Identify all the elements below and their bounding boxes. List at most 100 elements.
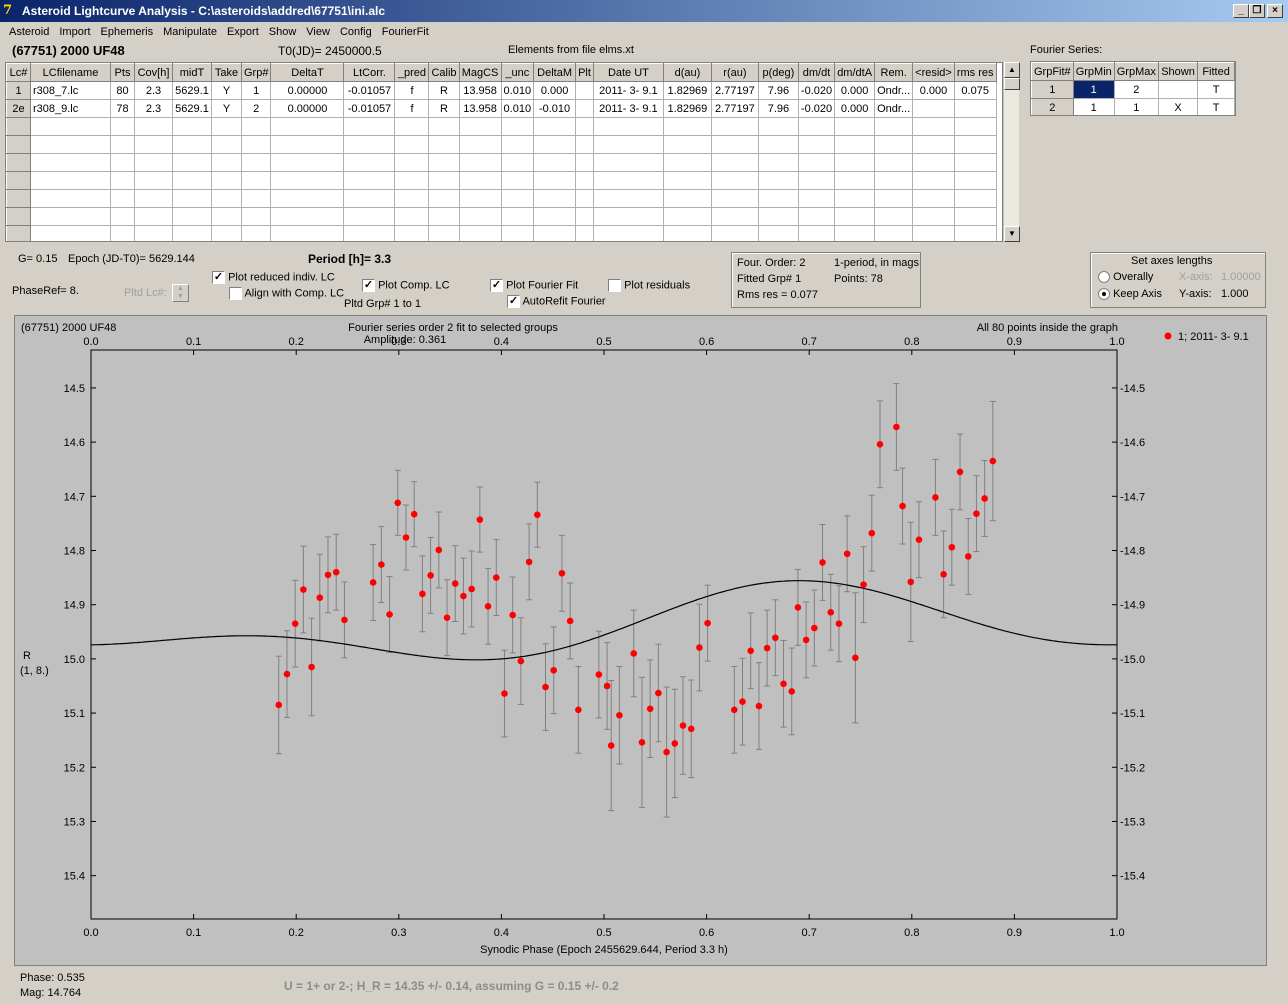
table-cell[interactable]: [500, 189, 535, 208]
table-cell[interactable]: [343, 135, 396, 154]
table-cell[interactable]: 1.82969: [662, 81, 712, 100]
minimize-icon[interactable]: _: [1233, 4, 1249, 18]
table-cell[interactable]: 1: [240, 81, 272, 100]
table-cell[interactable]: [592, 207, 664, 226]
table-cell[interactable]: [500, 225, 535, 241]
align-comp-checkbox[interactable]: Align with Comp. LC: [229, 287, 344, 300]
table-cell[interactable]: [110, 135, 135, 154]
table-cell[interactable]: [428, 225, 460, 241]
table-cell[interactable]: [240, 225, 272, 241]
title-bar[interactable]: 7 Asteroid Lightcurve Analysis - C:\aste…: [0, 0, 1288, 22]
table-cell[interactable]: [428, 135, 460, 154]
table-cell[interactable]: [30, 135, 111, 154]
table-cell[interactable]: [172, 189, 212, 208]
table-cell[interactable]: 13.958: [458, 99, 502, 118]
table-cell[interactable]: [874, 135, 914, 154]
table-cell[interactable]: [710, 189, 759, 208]
table-cell[interactable]: [270, 117, 345, 136]
table-cell[interactable]: [953, 225, 997, 241]
pltd-lc-spinner[interactable]: ▲ ▼: [172, 284, 189, 302]
table-cell[interactable]: [458, 153, 502, 172]
table-cell[interactable]: [953, 207, 997, 226]
table-cell[interactable]: T: [1197, 80, 1235, 99]
column-header[interactable]: MagCS: [458, 63, 502, 82]
table-cell[interactable]: [6, 207, 31, 226]
table-cell[interactable]: [912, 189, 955, 208]
column-header[interactable]: dm/dtA: [834, 63, 876, 82]
table-cell[interactable]: [240, 189, 272, 208]
table-cell[interactable]: [710, 225, 759, 241]
column-header[interactable]: Plt: [575, 63, 594, 82]
table-cell[interactable]: [394, 189, 430, 208]
scroll-down-icon[interactable]: ▼: [1004, 226, 1020, 242]
table-cell[interactable]: [270, 207, 345, 226]
table-cell[interactable]: [240, 117, 272, 136]
table-cell[interactable]: [953, 153, 997, 172]
table-cell[interactable]: [662, 117, 712, 136]
table-cell[interactable]: [394, 153, 430, 172]
table-cell[interactable]: [500, 135, 535, 154]
table-cell[interactable]: Y: [211, 99, 242, 118]
table-cell[interactable]: 2011- 3- 9.1: [592, 99, 664, 118]
table-cell[interactable]: [575, 117, 594, 136]
table-row[interactable]: [6, 117, 997, 136]
table-cell[interactable]: 13.958: [458, 81, 502, 100]
table-cell[interactable]: 1: [1031, 80, 1074, 99]
table-cell[interactable]: -0.020: [797, 81, 836, 100]
table-cell[interactable]: [211, 117, 242, 136]
column-header[interactable]: _pred: [394, 63, 430, 82]
table-cell[interactable]: [710, 117, 759, 136]
menu-ephemeris[interactable]: Ephemeris: [100, 26, 154, 38]
table-cell[interactable]: [834, 225, 876, 241]
column-header[interactable]: Fitted: [1197, 62, 1235, 81]
table-cell[interactable]: [592, 189, 664, 208]
table-cell[interactable]: [110, 153, 135, 172]
scroll-thumb[interactable]: [1004, 78, 1020, 90]
table-cell[interactable]: [797, 189, 836, 208]
table-cell[interactable]: [500, 207, 535, 226]
table-cell[interactable]: [592, 153, 664, 172]
table-cell[interactable]: [953, 135, 997, 154]
keep-axis-radio[interactable]: Keep Axis: [1098, 288, 1162, 301]
table-cell[interactable]: [6, 153, 31, 172]
table-cell[interactable]: [134, 171, 173, 190]
lightcurve-table[interactable]: Lc# LCfilename Pts Cov[h] midT Take Grp# DeltaT…: [5, 62, 1003, 242]
table-scrollbar[interactable]: ▲ ▼: [1003, 62, 1020, 242]
table-cell[interactable]: 2: [240, 99, 272, 118]
scroll-up-icon[interactable]: ▲: [1004, 62, 1020, 78]
table-cell[interactable]: f: [394, 99, 430, 118]
table-cell[interactable]: [757, 171, 799, 190]
table-cell[interactable]: [458, 189, 502, 208]
table-cell[interactable]: [394, 207, 430, 226]
table-cell[interactable]: [270, 171, 345, 190]
table-cell[interactable]: 0.00000: [270, 81, 345, 100]
table-cell[interactable]: 5629.1: [172, 81, 212, 100]
table-cell[interactable]: [270, 189, 345, 208]
column-header[interactable]: Grp#: [240, 63, 272, 82]
table-cell[interactable]: 2.77197: [710, 99, 759, 118]
table-cell[interactable]: [874, 207, 914, 226]
table-cell[interactable]: [428, 117, 460, 136]
table-cell[interactable]: [240, 135, 272, 154]
table-cell[interactable]: 0.010: [500, 99, 535, 118]
table-cell[interactable]: R: [428, 81, 460, 100]
table-cell[interactable]: [6, 135, 31, 154]
close-icon[interactable]: ×: [1267, 4, 1283, 18]
table-cell[interactable]: [662, 153, 712, 172]
column-header[interactable]: LCfilename: [30, 63, 111, 82]
column-header[interactable]: Date UT: [592, 63, 664, 82]
table-cell[interactable]: [428, 207, 460, 226]
table-cell[interactable]: [458, 207, 502, 226]
column-header[interactable]: <resid>: [912, 63, 955, 82]
table-cell[interactable]: [662, 189, 712, 208]
table-cell[interactable]: [797, 171, 836, 190]
table-cell[interactable]: [211, 225, 242, 241]
table-cell[interactable]: 2: [1113, 80, 1159, 99]
table-cell[interactable]: [533, 135, 577, 154]
plot-residuals-checkbox[interactable]: Plot residuals: [608, 279, 690, 292]
table-cell[interactable]: 0.000: [834, 81, 876, 100]
table-cell[interactable]: [757, 135, 799, 154]
table-cell[interactable]: [30, 189, 111, 208]
table-cell[interactable]: [912, 99, 955, 118]
